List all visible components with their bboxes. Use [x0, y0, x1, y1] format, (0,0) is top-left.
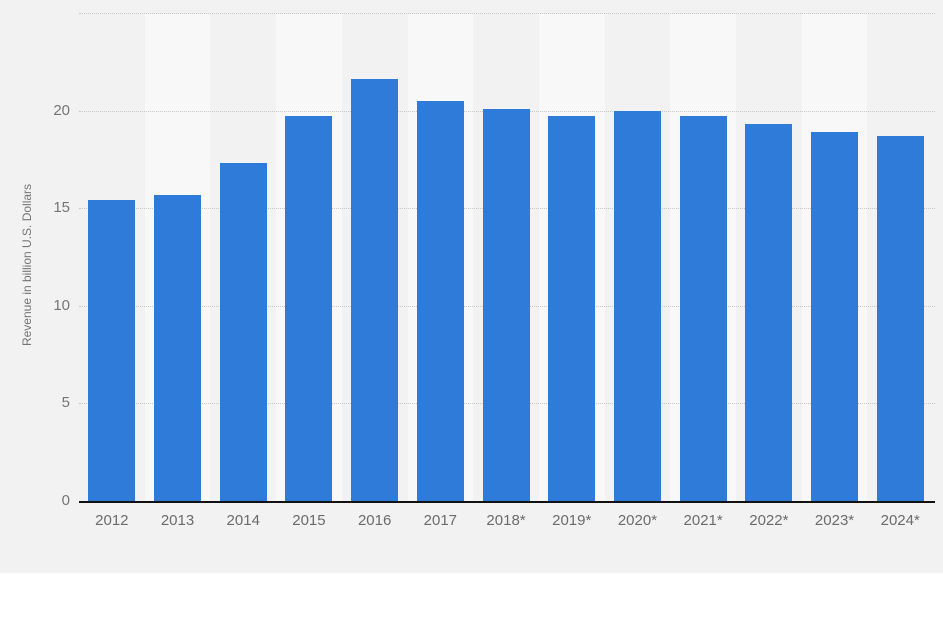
x-tick-label-2013: 2013	[160, 512, 195, 529]
bar-2018[interactable]	[482, 108, 530, 501]
bar-2021[interactable]	[679, 116, 727, 501]
x-tick-label-2012: 2012	[95, 512, 129, 529]
bar-2020[interactable]	[613, 110, 661, 501]
y-tick-label-20: 20	[53, 101, 70, 119]
footer: Sources Statista; US Census Bureau © Sta…	[0, 573, 943, 639]
x-tick-label-2018: 2018*	[486, 512, 526, 529]
y-tick-label-10: 10	[53, 296, 70, 314]
y-tick-label-0: 0	[61, 492, 70, 509]
bar-2013[interactable]	[154, 194, 202, 501]
x-tick-label-2015: 2015	[292, 512, 326, 529]
plot-area: 0 5 10 15 20 2012 2013 2014 2015 2016 2017 2018* 201…	[53, 13, 936, 529]
bar-2019[interactable]	[548, 116, 596, 501]
x-tick-label-2017: 2017	[423, 512, 458, 529]
gridline-25	[79, 13, 936, 14]
bar-2024[interactable]	[876, 135, 924, 501]
x-tick-label-2022: 2022*	[749, 512, 789, 529]
x-tick-label-2016: 2016	[357, 512, 392, 529]
x-tick-label-2014: 2014	[226, 512, 260, 529]
x-axis-line	[79, 501, 936, 503]
bar-2022[interactable]	[745, 124, 793, 501]
x-tick-label-2019: 2019*	[552, 512, 592, 529]
bar-2012[interactable]	[88, 200, 136, 501]
y-tick-label-5: 5	[61, 394, 70, 412]
bar-2014[interactable]	[219, 163, 267, 501]
bar-2015[interactable]	[285, 116, 333, 501]
bar-2017[interactable]	[416, 100, 464, 501]
x-tick-label-2020: 2020*	[617, 512, 658, 529]
chart-area: Revenue in billion U.S. Dollars 0 5 10 15 20…	[0, 0, 943, 573]
bar-2016[interactable]	[351, 79, 399, 501]
x-tick-label-2023: 2023*	[814, 512, 855, 529]
x-tick-label-2024: 2024*	[880, 512, 920, 529]
y-tick-label-15: 15	[53, 199, 70, 217]
x-tick-label-2021: 2021*	[683, 512, 723, 529]
bar-2023[interactable]	[811, 132, 859, 501]
